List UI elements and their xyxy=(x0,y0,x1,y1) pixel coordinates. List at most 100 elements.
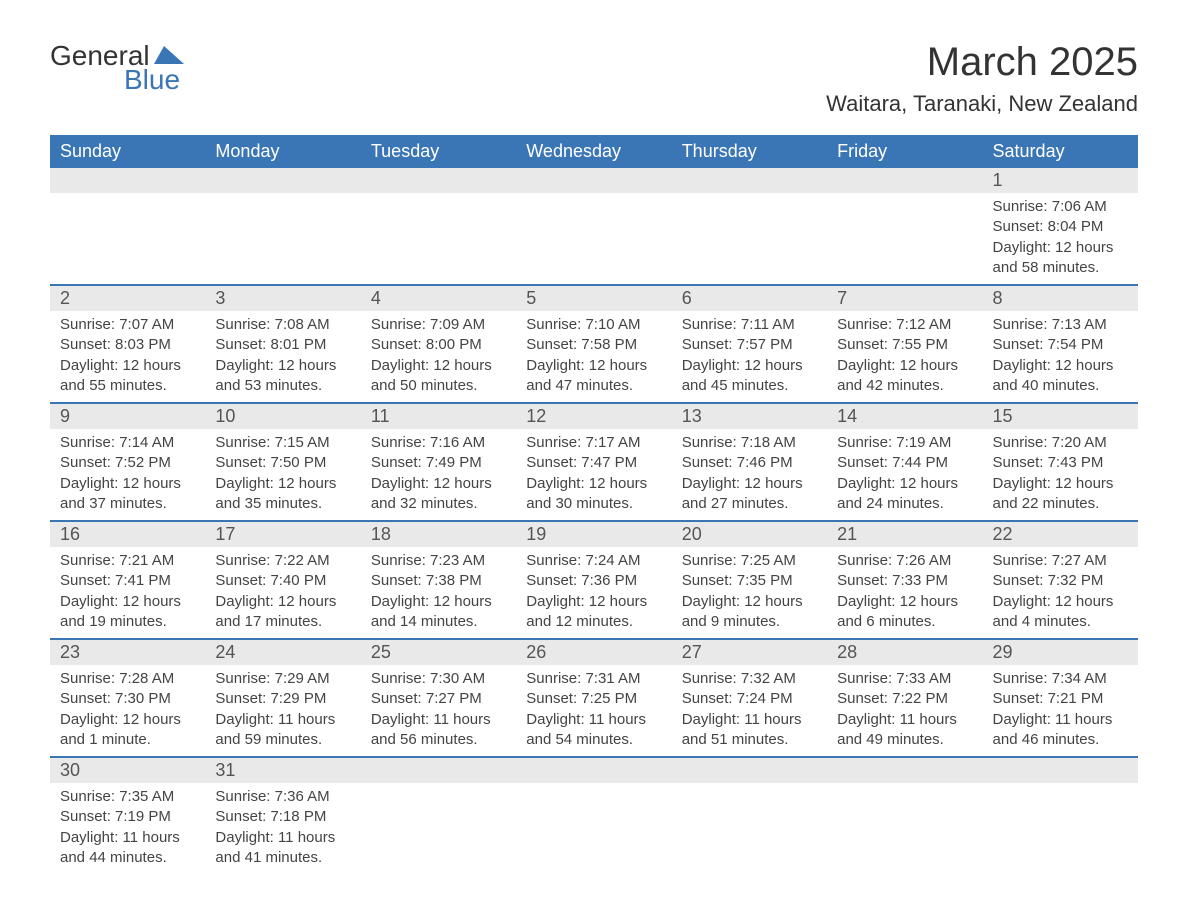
sunset-line: Sunset: 7:35 PM xyxy=(682,571,817,591)
sunset-line: Sunset: 7:21 PM xyxy=(993,689,1128,709)
daylight-line: Daylight: 12 hours and 37 minutes. xyxy=(60,474,195,515)
day-number: 9 xyxy=(50,404,205,429)
sunset-line: Sunset: 7:43 PM xyxy=(993,453,1128,473)
sunset-line: Sunset: 7:41 PM xyxy=(60,571,195,591)
calendar-cell: 16Sunrise: 7:21 AMSunset: 7:41 PMDayligh… xyxy=(50,521,205,639)
day-number: 3 xyxy=(205,286,360,311)
calendar-row: 9Sunrise: 7:14 AMSunset: 7:52 PMDaylight… xyxy=(50,403,1138,521)
daylight-line: Daylight: 12 hours and 45 minutes. xyxy=(682,356,817,397)
sunrise-line: Sunrise: 7:24 AM xyxy=(526,551,661,571)
day-content: Sunrise: 7:17 AMSunset: 7:47 PMDaylight:… xyxy=(516,429,671,520)
sunset-line: Sunset: 7:32 PM xyxy=(993,571,1128,591)
calendar-cell: 10Sunrise: 7:15 AMSunset: 7:50 PMDayligh… xyxy=(205,403,360,521)
day-number: 20 xyxy=(672,522,827,547)
day-number: 6 xyxy=(672,286,827,311)
day-number: 4 xyxy=(361,286,516,311)
calendar-cell: 9Sunrise: 7:14 AMSunset: 7:52 PMDaylight… xyxy=(50,403,205,521)
day-number: 14 xyxy=(827,404,982,429)
weekday-header-row: SundayMondayTuesdayWednesdayThursdayFrid… xyxy=(50,135,1138,168)
sunset-line: Sunset: 7:49 PM xyxy=(371,453,506,473)
calendar-cell: 8Sunrise: 7:13 AMSunset: 7:54 PMDaylight… xyxy=(983,285,1138,403)
sunrise-line: Sunrise: 7:36 AM xyxy=(215,787,350,807)
daylight-line: Daylight: 12 hours and 22 minutes. xyxy=(993,474,1128,515)
weekday-header: Tuesday xyxy=(361,135,516,168)
daylight-line: Daylight: 12 hours and 30 minutes. xyxy=(526,474,661,515)
day-content: Sunrise: 7:10 AMSunset: 7:58 PMDaylight:… xyxy=(516,311,671,402)
sunset-line: Sunset: 7:33 PM xyxy=(837,571,972,591)
logo: General Blue xyxy=(50,40,184,96)
calendar-cell: 19Sunrise: 7:24 AMSunset: 7:36 PMDayligh… xyxy=(516,521,671,639)
weekday-header: Saturday xyxy=(983,135,1138,168)
day-number: 29 xyxy=(983,640,1138,665)
sunset-line: Sunset: 7:38 PM xyxy=(371,571,506,591)
calendar-cell-empty xyxy=(827,168,982,285)
daylight-line: Daylight: 12 hours and 17 minutes. xyxy=(215,592,350,633)
daylight-line: Daylight: 12 hours and 35 minutes. xyxy=(215,474,350,515)
sunrise-line: Sunrise: 7:26 AM xyxy=(837,551,972,571)
calendar-cell: 1Sunrise: 7:06 AMSunset: 8:04 PMDaylight… xyxy=(983,168,1138,285)
sunset-line: Sunset: 7:27 PM xyxy=(371,689,506,709)
sunset-line: Sunset: 7:18 PM xyxy=(215,807,350,827)
sunrise-line: Sunrise: 7:27 AM xyxy=(993,551,1128,571)
weekday-header: Friday xyxy=(827,135,982,168)
day-number: 18 xyxy=(361,522,516,547)
calendar-cell: 12Sunrise: 7:17 AMSunset: 7:47 PMDayligh… xyxy=(516,403,671,521)
day-number: 24 xyxy=(205,640,360,665)
sunrise-line: Sunrise: 7:28 AM xyxy=(60,669,195,689)
day-content: Sunrise: 7:07 AMSunset: 8:03 PMDaylight:… xyxy=(50,311,205,402)
sunset-line: Sunset: 7:22 PM xyxy=(837,689,972,709)
calendar-row: 1Sunrise: 7:06 AMSunset: 8:04 PMDaylight… xyxy=(50,168,1138,285)
day-number: 13 xyxy=(672,404,827,429)
sunrise-line: Sunrise: 7:15 AM xyxy=(215,433,350,453)
day-content: Sunrise: 7:21 AMSunset: 7:41 PMDaylight:… xyxy=(50,547,205,638)
sunrise-line: Sunrise: 7:10 AM xyxy=(526,315,661,335)
calendar-cell: 29Sunrise: 7:34 AMSunset: 7:21 PMDayligh… xyxy=(983,639,1138,757)
page-title: March 2025 xyxy=(826,40,1138,85)
daylight-line: Daylight: 12 hours and 53 minutes. xyxy=(215,356,350,397)
sunset-line: Sunset: 8:00 PM xyxy=(371,335,506,355)
daylight-line: Daylight: 11 hours and 54 minutes. xyxy=(526,710,661,751)
sunrise-line: Sunrise: 7:22 AM xyxy=(215,551,350,571)
day-content: Sunrise: 7:13 AMSunset: 7:54 PMDaylight:… xyxy=(983,311,1138,402)
day-number: 23 xyxy=(50,640,205,665)
sunset-line: Sunset: 8:04 PM xyxy=(993,217,1128,237)
day-content: Sunrise: 7:11 AMSunset: 7:57 PMDaylight:… xyxy=(672,311,827,402)
sunset-line: Sunset: 7:44 PM xyxy=(837,453,972,473)
daylight-line: Daylight: 12 hours and 50 minutes. xyxy=(371,356,506,397)
calendar-cell-empty xyxy=(50,168,205,285)
sunset-line: Sunset: 7:50 PM xyxy=(215,453,350,473)
daylight-line: Daylight: 12 hours and 42 minutes. xyxy=(837,356,972,397)
day-content: Sunrise: 7:08 AMSunset: 8:01 PMDaylight:… xyxy=(205,311,360,402)
sunset-line: Sunset: 7:24 PM xyxy=(682,689,817,709)
weekday-header: Wednesday xyxy=(516,135,671,168)
daylight-line: Daylight: 12 hours and 1 minute. xyxy=(60,710,195,751)
logo-text-blue: Blue xyxy=(124,64,180,96)
daylight-line: Daylight: 12 hours and 55 minutes. xyxy=(60,356,195,397)
sunrise-line: Sunrise: 7:18 AM xyxy=(682,433,817,453)
sunrise-line: Sunrise: 7:17 AM xyxy=(526,433,661,453)
day-content: Sunrise: 7:09 AMSunset: 8:00 PMDaylight:… xyxy=(361,311,516,402)
calendar-cell: 26Sunrise: 7:31 AMSunset: 7:25 PMDayligh… xyxy=(516,639,671,757)
sunset-line: Sunset: 8:01 PM xyxy=(215,335,350,355)
day-number: 15 xyxy=(983,404,1138,429)
sunset-line: Sunset: 7:55 PM xyxy=(837,335,972,355)
day-number: 5 xyxy=(516,286,671,311)
sunrise-line: Sunrise: 7:19 AM xyxy=(837,433,972,453)
day-number: 26 xyxy=(516,640,671,665)
calendar-cell: 31Sunrise: 7:36 AMSunset: 7:18 PMDayligh… xyxy=(205,757,360,874)
sunrise-line: Sunrise: 7:23 AM xyxy=(371,551,506,571)
day-content: Sunrise: 7:29 AMSunset: 7:29 PMDaylight:… xyxy=(205,665,360,756)
calendar-cell-empty xyxy=(361,168,516,285)
sunrise-line: Sunrise: 7:07 AM xyxy=(60,315,195,335)
day-number: 22 xyxy=(983,522,1138,547)
sunrise-line: Sunrise: 7:09 AM xyxy=(371,315,506,335)
sunset-line: Sunset: 7:19 PM xyxy=(60,807,195,827)
calendar-cell: 11Sunrise: 7:16 AMSunset: 7:49 PMDayligh… xyxy=(361,403,516,521)
day-number: 8 xyxy=(983,286,1138,311)
sunrise-line: Sunrise: 7:34 AM xyxy=(993,669,1128,689)
sunset-line: Sunset: 7:40 PM xyxy=(215,571,350,591)
day-number: 28 xyxy=(827,640,982,665)
day-number: 1 xyxy=(983,168,1138,193)
daylight-line: Daylight: 12 hours and 4 minutes. xyxy=(993,592,1128,633)
sunrise-line: Sunrise: 7:25 AM xyxy=(682,551,817,571)
